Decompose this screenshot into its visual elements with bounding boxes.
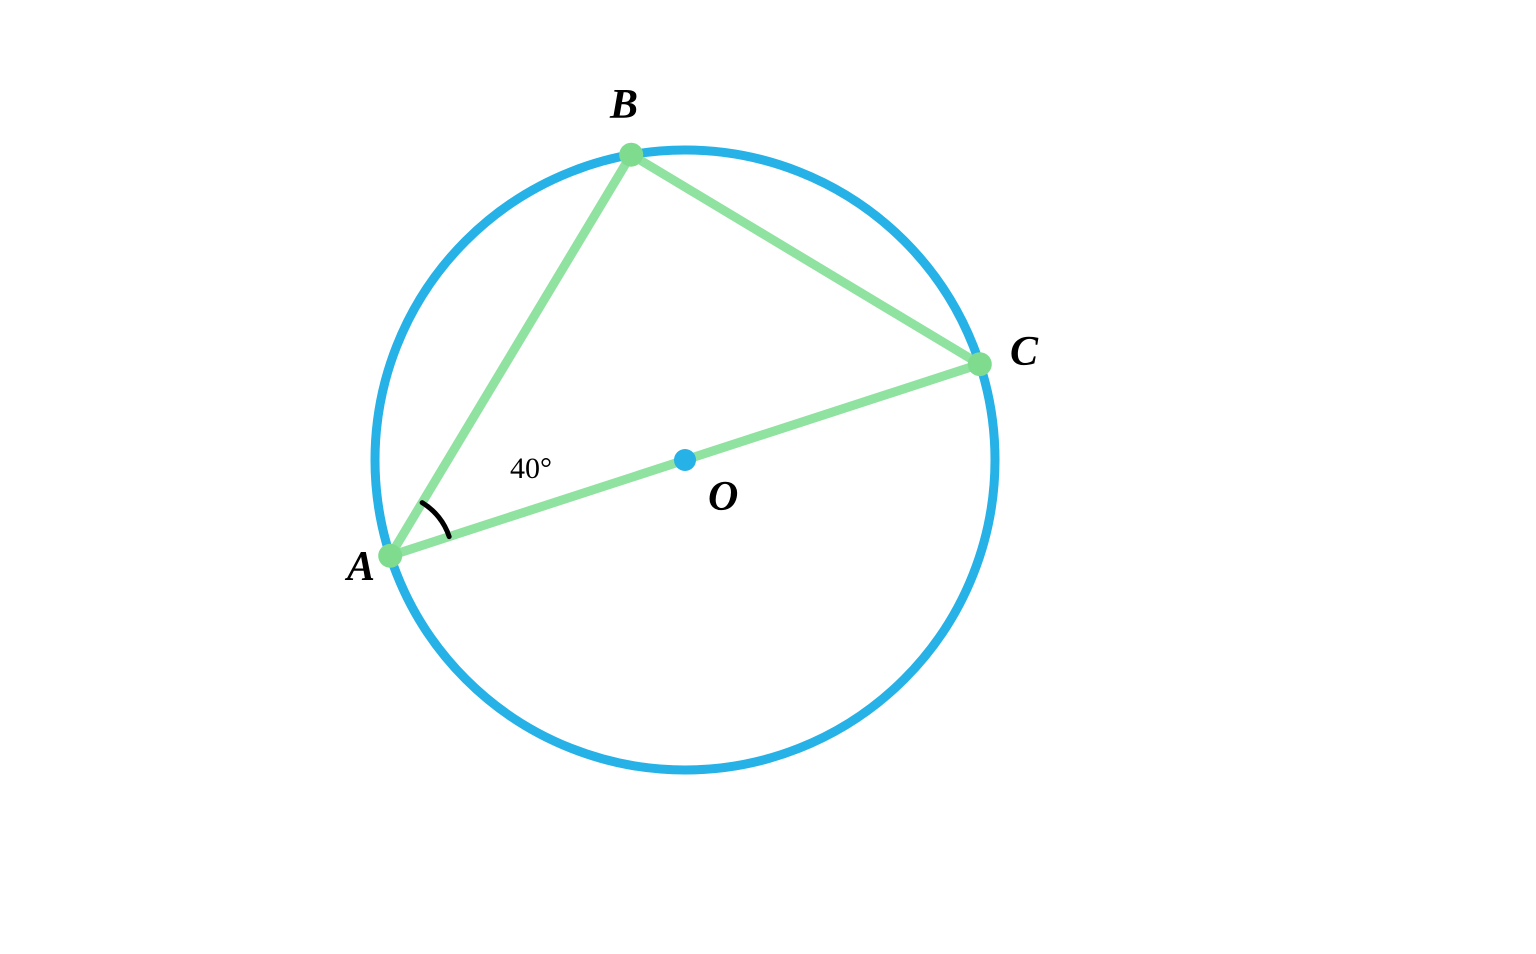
angle-arc-a bbox=[422, 503, 449, 537]
label-a: A bbox=[344, 544, 375, 590]
point-c bbox=[968, 352, 992, 376]
label-o: O bbox=[708, 474, 738, 520]
point-a bbox=[378, 544, 402, 568]
label-c: C bbox=[1010, 329, 1039, 375]
segment-ab bbox=[390, 155, 631, 556]
label-b: B bbox=[609, 82, 638, 128]
point-b bbox=[619, 143, 643, 167]
segment-bc bbox=[631, 155, 980, 365]
point-o bbox=[674, 449, 696, 471]
angle-label-a: 40° bbox=[510, 452, 552, 485]
